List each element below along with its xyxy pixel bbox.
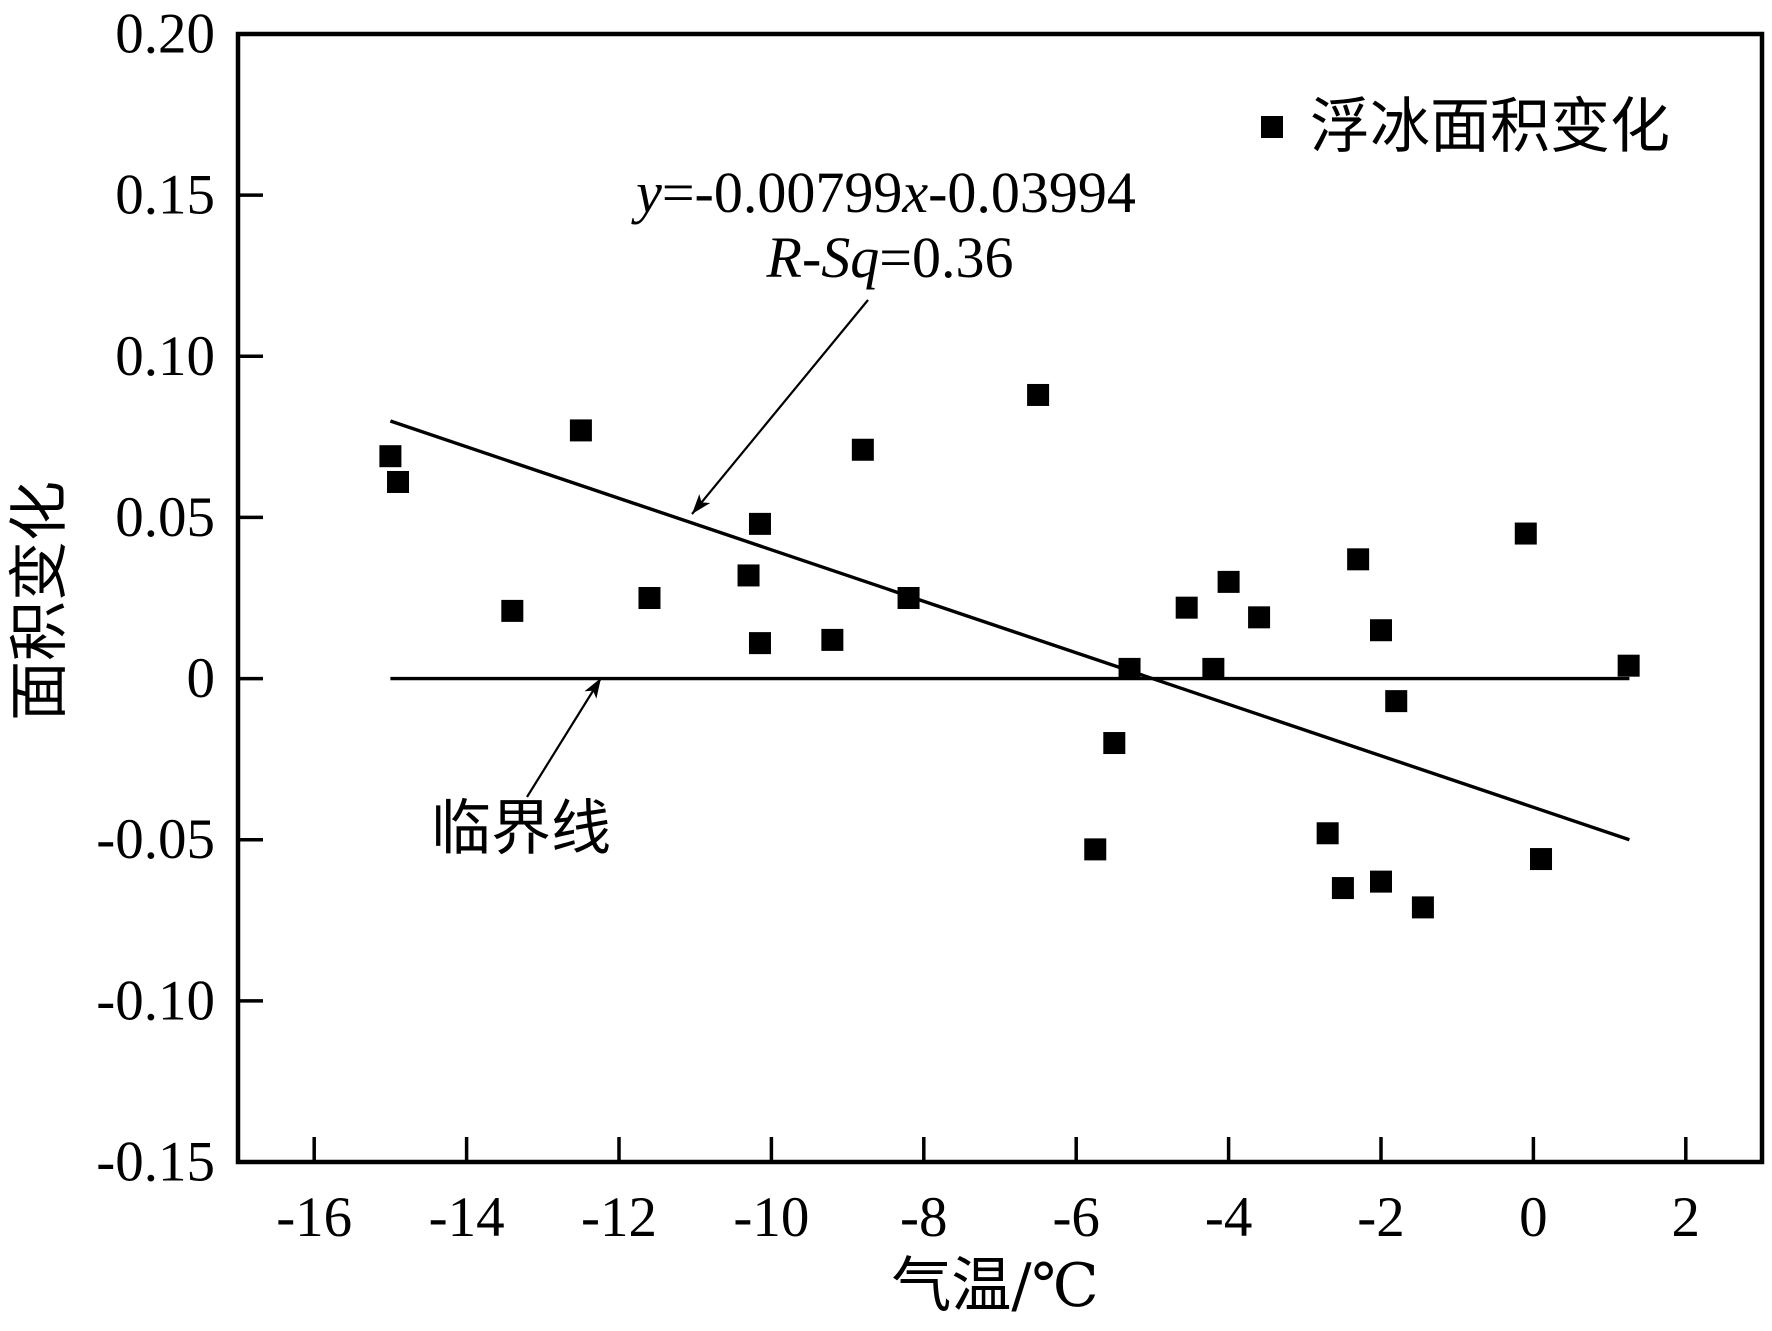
x-tick-label: 2 xyxy=(1672,1186,1701,1249)
data-point xyxy=(1347,548,1370,571)
data-point xyxy=(1316,822,1339,845)
x-tick-label: -6 xyxy=(1052,1186,1099,1249)
data-point xyxy=(379,445,402,468)
data-point xyxy=(1385,690,1408,713)
y-tick-label: -0.05 xyxy=(96,808,215,871)
x-axis-ticks xyxy=(312,1137,1688,1162)
data-point xyxy=(638,587,661,609)
legend-label: 浮冰面积变化 xyxy=(1310,92,1670,162)
y-tick-label: -0.15 xyxy=(96,1131,215,1194)
data-point xyxy=(737,564,760,587)
data-point xyxy=(851,438,874,461)
data-point xyxy=(1202,657,1225,680)
data-point xyxy=(1248,606,1271,629)
y-tick-label: 0.10 xyxy=(115,325,215,388)
data-point xyxy=(1118,657,1141,680)
data-point xyxy=(1514,522,1537,545)
y-axis-title: 面积变化 xyxy=(5,481,75,721)
critical-line-arrow xyxy=(526,677,602,798)
legend: 浮冰面积变化 xyxy=(1261,92,1670,162)
data-point xyxy=(1411,896,1434,919)
data-point xyxy=(1103,732,1126,755)
data-point xyxy=(748,512,771,535)
fit-equation: y=-0.00799x-0.03994 xyxy=(631,160,1136,225)
data-point xyxy=(748,632,771,655)
fit-equation-arrow xyxy=(691,299,869,515)
x-tick-label: -8 xyxy=(900,1186,947,1249)
y-axis-ticks xyxy=(238,32,263,1164)
x-tick-label: -4 xyxy=(1205,1186,1252,1249)
data-point xyxy=(1617,654,1640,677)
data-point xyxy=(1370,870,1392,893)
data-point xyxy=(1084,838,1107,861)
plot-frame xyxy=(235,31,1765,1165)
y-tick-label: -0.10 xyxy=(96,969,215,1032)
x-tick-label: -12 xyxy=(581,1186,657,1249)
x-tick-label: -14 xyxy=(429,1186,505,1249)
data-point xyxy=(1027,383,1050,406)
data-point xyxy=(501,599,524,622)
data-point xyxy=(1530,848,1553,871)
r-squared-label: R-Sq=0.36 xyxy=(766,225,1014,290)
data-point xyxy=(569,419,592,442)
data-point xyxy=(897,587,920,609)
x-tick-label: -16 xyxy=(276,1186,352,1249)
x-tick-label: 0 xyxy=(1519,1186,1548,1249)
data-point xyxy=(387,470,410,493)
x-axis-title: 气温/℃ xyxy=(891,1251,1098,1321)
data-point xyxy=(821,628,844,651)
x-axis-tick-labels: -16 -14 -12 -10 -8 -6 -4 -2 0 2 xyxy=(276,1186,1700,1249)
y-axis-tick-labels: 0.20 0.15 0.10 0.05 0 -0.05 -0.10 -0.15 xyxy=(96,3,215,1194)
y-tick-label: 0.15 xyxy=(115,164,215,227)
data-points xyxy=(379,383,1640,919)
y-tick-label: 0 xyxy=(187,647,216,710)
x-tick-label: -2 xyxy=(1357,1186,1404,1249)
y-tick-label: 0.20 xyxy=(115,3,215,66)
fit-line-group xyxy=(389,419,1630,842)
data-point xyxy=(1175,596,1198,619)
data-point xyxy=(1217,570,1240,593)
critical-line-label: 临界线 xyxy=(431,794,611,864)
legend-marker-square xyxy=(1261,116,1283,138)
y-tick-label: 0.05 xyxy=(115,486,215,549)
regression-line xyxy=(389,419,1630,842)
data-point xyxy=(1331,877,1354,900)
data-point xyxy=(1370,619,1392,642)
x-tick-label: -10 xyxy=(733,1186,809,1249)
